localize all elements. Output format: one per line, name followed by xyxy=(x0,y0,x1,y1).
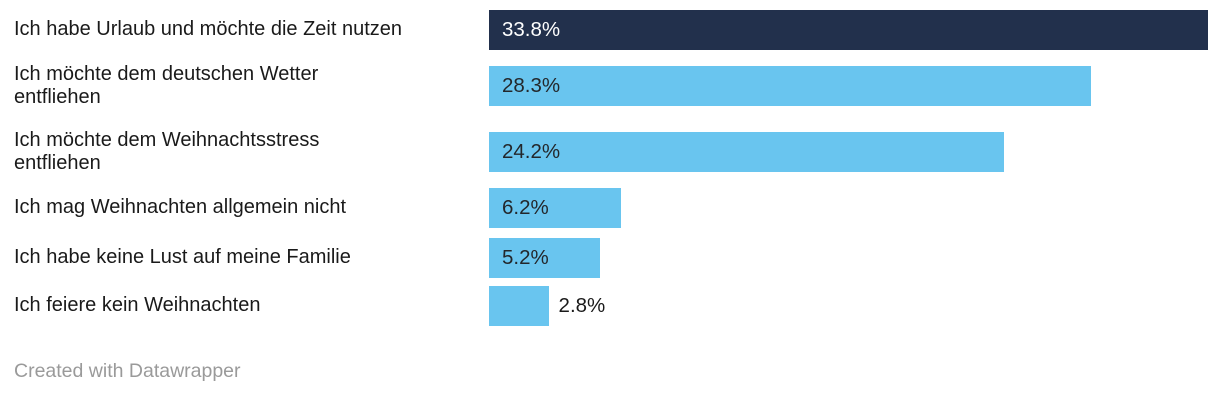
bar-row: Ich habe Urlaub und möchte die Zeit nutz… xyxy=(14,10,1220,50)
bar-track: 24.2% xyxy=(489,132,1208,172)
category-label: Ich möchte dem Weihnachtsstress entflieh… xyxy=(14,128,320,175)
bar-track: 28.3% xyxy=(489,66,1208,106)
category-label: Ich habe keine Lust auf meine Familie xyxy=(14,246,351,269)
value-label: 2.8% xyxy=(558,294,606,317)
bar: 28.3% xyxy=(489,66,1091,106)
value-label: 24.2% xyxy=(502,140,561,163)
bar-track: 5.2% xyxy=(489,238,1208,278)
datawrapper-credit: Created with Datawrapper xyxy=(14,360,241,382)
bar-row: Ich mag Weihnachten allgemein nicht 6.2% xyxy=(14,188,1220,228)
bar-track: 6.2% xyxy=(489,188,1208,228)
value-label: 28.3% xyxy=(502,74,561,97)
category-label: Ich habe Urlaub und möchte die Zeit nutz… xyxy=(14,18,403,41)
bar-track: 33.8% xyxy=(489,10,1208,50)
value-label: 33.8% xyxy=(502,18,561,41)
bar: 24.2% xyxy=(489,132,1004,172)
bar: 2.8% xyxy=(489,286,605,326)
value-label: 5.2% xyxy=(502,246,549,269)
category-label: Ich feiere kein Weihnachten xyxy=(14,294,261,317)
value-label: 6.2% xyxy=(502,196,549,219)
category-label: Ich möchte dem deutschen Wetter entflieh… xyxy=(14,62,319,109)
bar: 6.2% xyxy=(489,188,621,228)
bar-row: Ich möchte dem Weihnachtsstress entflieh… xyxy=(14,129,1220,174)
bar-row: Ich habe keine Lust auf meine Familie 5.… xyxy=(14,238,1220,278)
bar: 33.8% xyxy=(489,10,1208,50)
bar-row: Ich möchte dem deutschen Wetter entflieh… xyxy=(14,63,1220,108)
category-label: Ich mag Weihnachten allgemein nicht xyxy=(14,196,347,219)
bar-rows: Ich habe Urlaub und möchte die Zeit nutz… xyxy=(0,10,1220,326)
bar: 5.2% xyxy=(489,238,600,278)
bar-row: Ich feiere kein Weihnachten 2.8% xyxy=(14,286,1220,326)
bar-track: 2.8% xyxy=(489,286,1208,326)
